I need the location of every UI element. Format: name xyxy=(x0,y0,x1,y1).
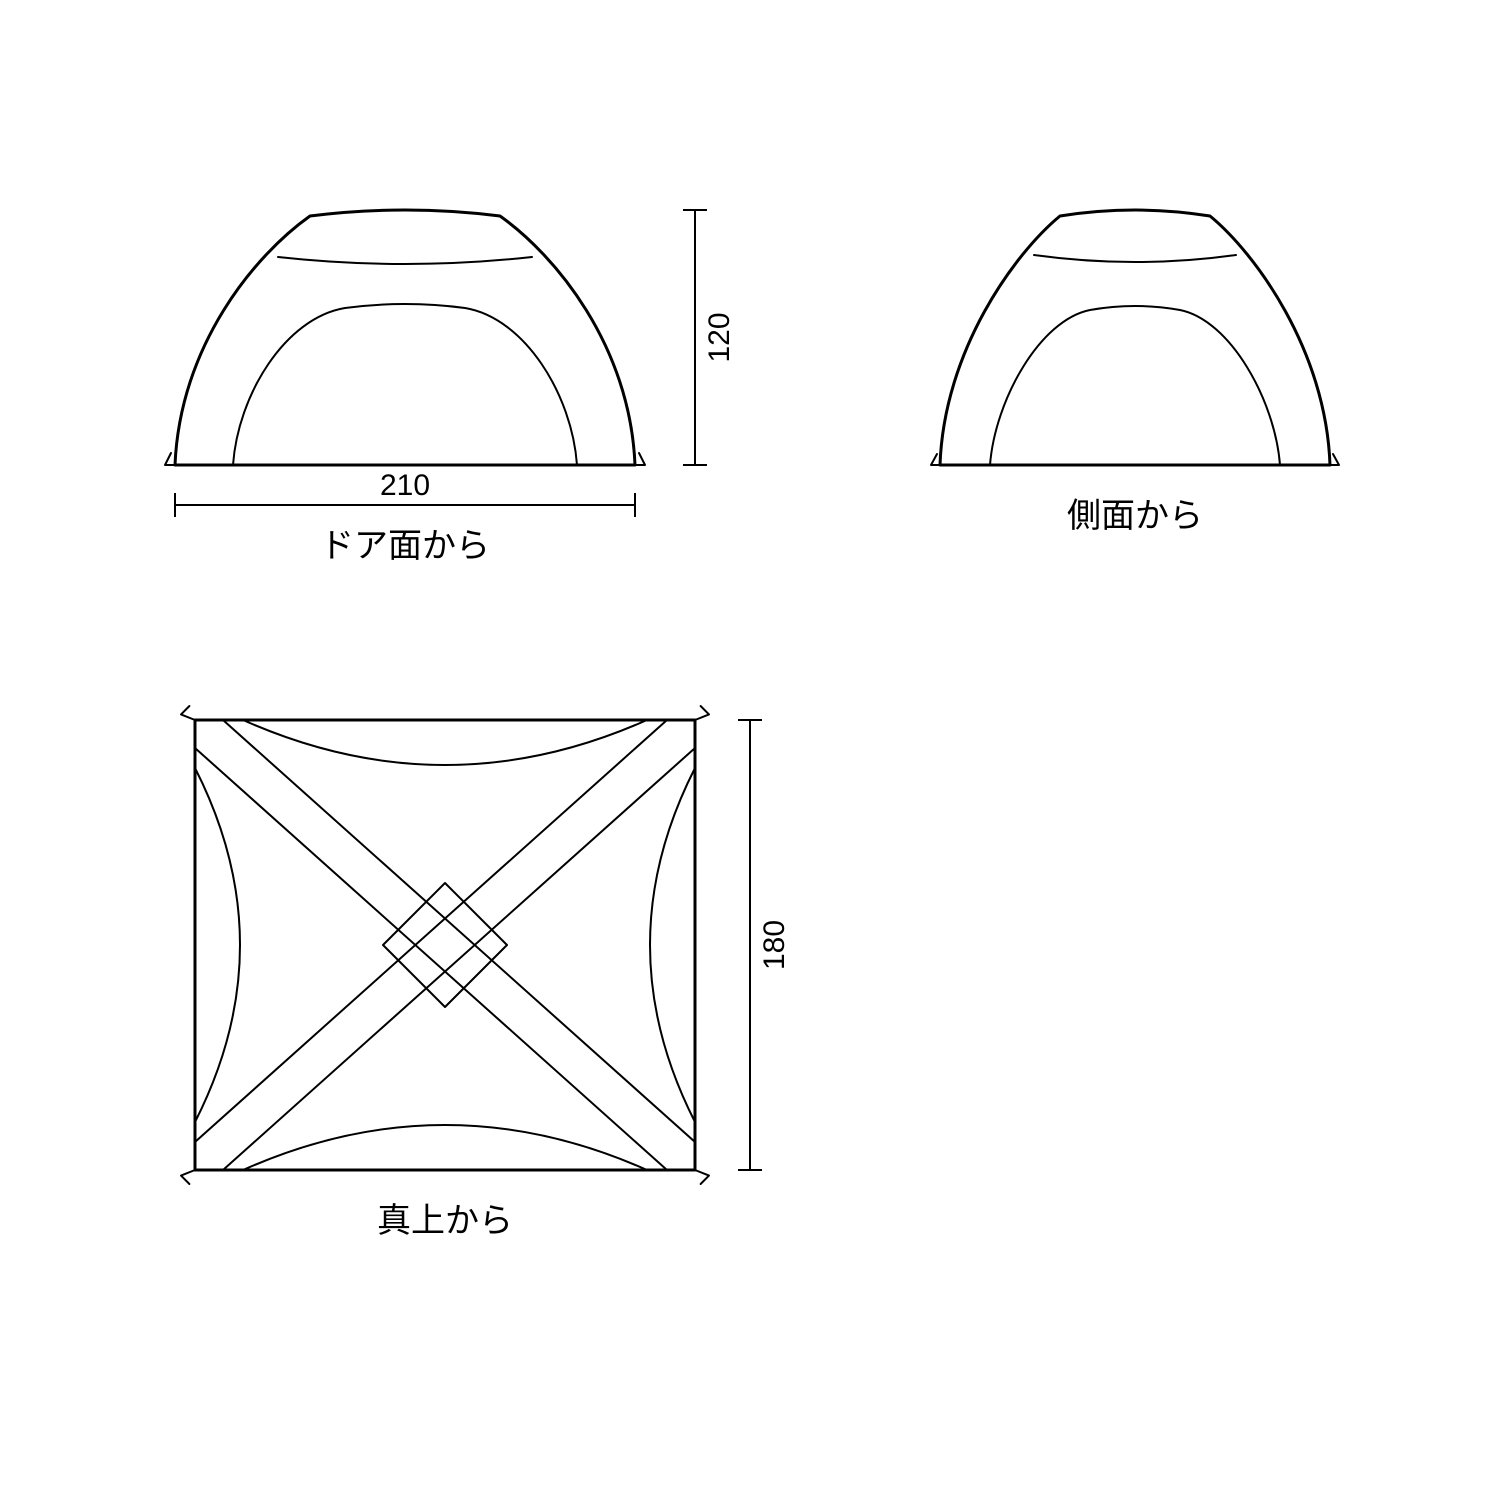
top-depth-label: 180 xyxy=(758,920,791,970)
top-caption: 真上から xyxy=(377,1202,513,1240)
front-view: 210 120 ドア面から xyxy=(165,210,736,565)
front-caption: ドア面から xyxy=(320,527,490,565)
top-view: 180 真上から xyxy=(181,706,791,1240)
side-caption: 側面から xyxy=(1067,497,1203,535)
front-width-label: 210 xyxy=(380,469,430,502)
side-view: 側面から xyxy=(931,210,1339,535)
front-height-label: 120 xyxy=(703,312,736,362)
